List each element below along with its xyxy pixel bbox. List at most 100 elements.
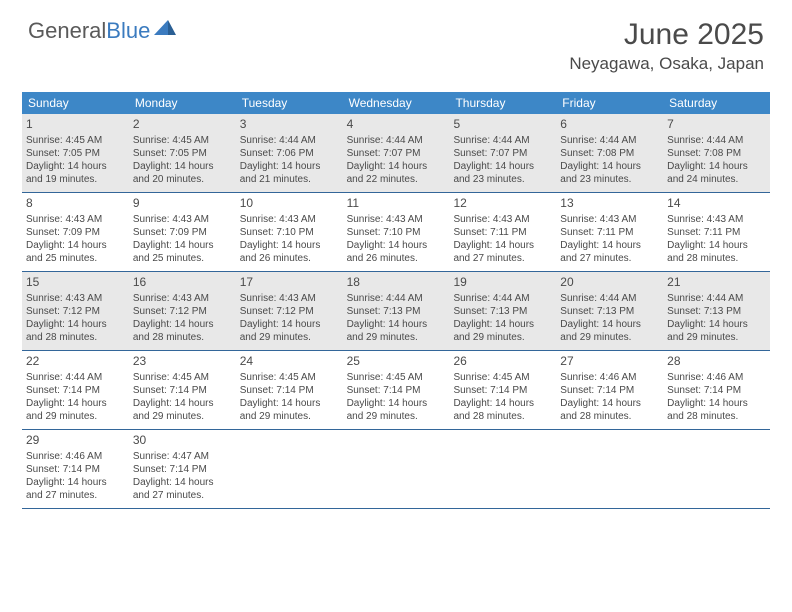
dow-cell: Friday [556, 92, 663, 114]
day-cell: 9Sunrise: 4:43 AMSunset: 7:09 PMDaylight… [129, 193, 236, 271]
daylight-text: and 26 minutes. [347, 252, 446, 265]
brand-triangle-icon [154, 20, 176, 38]
daylight-text: and 28 minutes. [667, 410, 766, 423]
daylight-text: and 28 minutes. [453, 410, 552, 423]
sunset-text: Sunset: 7:10 PM [240, 226, 339, 239]
daylight-text: and 25 minutes. [26, 252, 125, 265]
daylight-text: and 28 minutes. [667, 252, 766, 265]
sunset-text: Sunset: 7:08 PM [667, 147, 766, 160]
sunrise-text: Sunrise: 4:43 AM [667, 213, 766, 226]
day-number: 18 [347, 275, 446, 291]
day-number: 20 [560, 275, 659, 291]
daylight-text: and 29 minutes. [240, 410, 339, 423]
sunrise-text: Sunrise: 4:45 AM [453, 371, 552, 384]
daylight-text: Daylight: 14 hours [133, 239, 232, 252]
sunrise-text: Sunrise: 4:43 AM [26, 292, 125, 305]
day-cell: 24Sunrise: 4:45 AMSunset: 7:14 PMDayligh… [236, 351, 343, 429]
day-number: 19 [453, 275, 552, 291]
day-number: 14 [667, 196, 766, 212]
day-number: 4 [347, 117, 446, 133]
sunset-text: Sunset: 7:07 PM [453, 147, 552, 160]
day-cell: 18Sunrise: 4:44 AMSunset: 7:13 PMDayligh… [343, 272, 450, 350]
month-title: June 2025 [569, 18, 764, 52]
day-number: 23 [133, 354, 232, 370]
day-cell: 21Sunrise: 4:44 AMSunset: 7:13 PMDayligh… [663, 272, 770, 350]
sunrise-text: Sunrise: 4:46 AM [667, 371, 766, 384]
daylight-text: Daylight: 14 hours [133, 318, 232, 331]
day-number: 22 [26, 354, 125, 370]
day-number: 8 [26, 196, 125, 212]
sunrise-text: Sunrise: 4:43 AM [347, 213, 446, 226]
sunset-text: Sunset: 7:09 PM [26, 226, 125, 239]
sunrise-text: Sunrise: 4:43 AM [453, 213, 552, 226]
day-number: 25 [347, 354, 446, 370]
dow-cell: Thursday [449, 92, 556, 114]
day-number: 29 [26, 433, 125, 449]
sunrise-text: Sunrise: 4:43 AM [26, 213, 125, 226]
sunset-text: Sunset: 7:14 PM [133, 463, 232, 476]
daylight-text: and 23 minutes. [453, 173, 552, 186]
week-row: 22Sunrise: 4:44 AMSunset: 7:14 PMDayligh… [22, 351, 770, 430]
day-cell: 25Sunrise: 4:45 AMSunset: 7:14 PMDayligh… [343, 351, 450, 429]
sunrise-text: Sunrise: 4:44 AM [240, 134, 339, 147]
daylight-text: Daylight: 14 hours [347, 239, 446, 252]
day-number: 12 [453, 196, 552, 212]
sunrise-text: Sunrise: 4:43 AM [133, 292, 232, 305]
day-number: 2 [133, 117, 232, 133]
sunrise-text: Sunrise: 4:46 AM [26, 450, 125, 463]
daylight-text: Daylight: 14 hours [560, 160, 659, 173]
daylight-text: Daylight: 14 hours [240, 239, 339, 252]
day-cell: 7Sunrise: 4:44 AMSunset: 7:08 PMDaylight… [663, 114, 770, 192]
sunset-text: Sunset: 7:14 PM [240, 384, 339, 397]
title-block: June 2025 Neyagawa, Osaka, Japan [569, 18, 764, 74]
daylight-text: and 27 minutes. [133, 489, 232, 502]
sunset-text: Sunset: 7:10 PM [347, 226, 446, 239]
header: GeneralBlue June 2025 Neyagawa, Osaka, J… [0, 0, 792, 82]
day-cell: 22Sunrise: 4:44 AMSunset: 7:14 PMDayligh… [22, 351, 129, 429]
sunset-text: Sunset: 7:12 PM [133, 305, 232, 318]
daylight-text: Daylight: 14 hours [453, 239, 552, 252]
sunset-text: Sunset: 7:12 PM [26, 305, 125, 318]
daylight-text: Daylight: 14 hours [667, 239, 766, 252]
sunset-text: Sunset: 7:08 PM [560, 147, 659, 160]
daylight-text: and 29 minutes. [347, 331, 446, 344]
day-cell: 10Sunrise: 4:43 AMSunset: 7:10 PMDayligh… [236, 193, 343, 271]
sunrise-text: Sunrise: 4:45 AM [240, 371, 339, 384]
daylight-text: and 19 minutes. [26, 173, 125, 186]
daylight-text: Daylight: 14 hours [560, 318, 659, 331]
dow-header: SundayMondayTuesdayWednesdayThursdayFrid… [22, 92, 770, 114]
daylight-text: Daylight: 14 hours [240, 397, 339, 410]
sunset-text: Sunset: 7:06 PM [240, 147, 339, 160]
daylight-text: and 29 minutes. [133, 410, 232, 423]
day-cell [663, 430, 770, 508]
daylight-text: Daylight: 14 hours [667, 160, 766, 173]
sunset-text: Sunset: 7:11 PM [667, 226, 766, 239]
sunset-text: Sunset: 7:05 PM [26, 147, 125, 160]
sunrise-text: Sunrise: 4:45 AM [133, 134, 232, 147]
day-cell: 4Sunrise: 4:44 AMSunset: 7:07 PMDaylight… [343, 114, 450, 192]
daylight-text: Daylight: 14 hours [133, 160, 232, 173]
day-cell: 15Sunrise: 4:43 AMSunset: 7:12 PMDayligh… [22, 272, 129, 350]
day-number: 24 [240, 354, 339, 370]
daylight-text: Daylight: 14 hours [453, 397, 552, 410]
day-number: 9 [133, 196, 232, 212]
sunset-text: Sunset: 7:11 PM [453, 226, 552, 239]
brand-part2: Blue [106, 18, 150, 43]
daylight-text: Daylight: 14 hours [26, 476, 125, 489]
day-number: 27 [560, 354, 659, 370]
day-cell: 17Sunrise: 4:43 AMSunset: 7:12 PMDayligh… [236, 272, 343, 350]
daylight-text: and 29 minutes. [347, 410, 446, 423]
sunset-text: Sunset: 7:14 PM [26, 384, 125, 397]
day-cell: 1Sunrise: 4:45 AMSunset: 7:05 PMDaylight… [22, 114, 129, 192]
sunrise-text: Sunrise: 4:44 AM [347, 292, 446, 305]
day-cell: 19Sunrise: 4:44 AMSunset: 7:13 PMDayligh… [449, 272, 556, 350]
day-cell: 20Sunrise: 4:44 AMSunset: 7:13 PMDayligh… [556, 272, 663, 350]
day-number: 28 [667, 354, 766, 370]
day-number: 30 [133, 433, 232, 449]
daylight-text: Daylight: 14 hours [347, 160, 446, 173]
sunset-text: Sunset: 7:13 PM [667, 305, 766, 318]
sunrise-text: Sunrise: 4:43 AM [560, 213, 659, 226]
daylight-text: and 29 minutes. [667, 331, 766, 344]
weeks-container: 1Sunrise: 4:45 AMSunset: 7:05 PMDaylight… [22, 114, 770, 509]
daylight-text: and 24 minutes. [667, 173, 766, 186]
